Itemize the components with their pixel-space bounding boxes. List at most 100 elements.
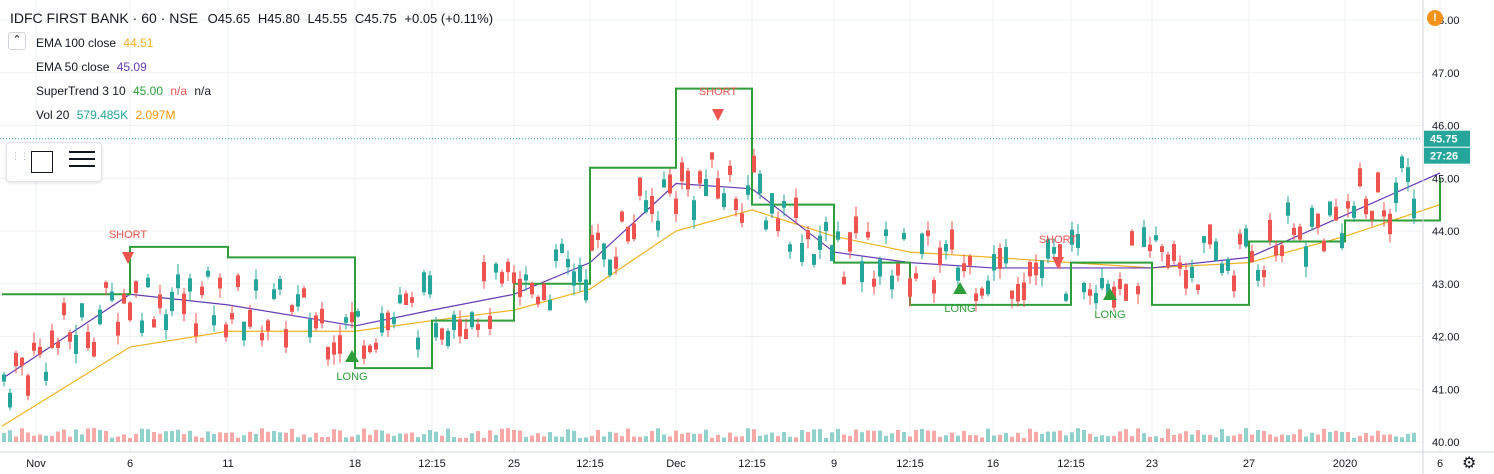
candle-body [80, 303, 84, 318]
volume-bar [728, 432, 732, 442]
indicator-ema100[interactable]: EMA 100 close 44.51 [10, 31, 493, 55]
volume-bar [1244, 428, 1248, 442]
volume-bar [950, 432, 954, 442]
candle-body [1256, 269, 1260, 281]
candle-body [860, 261, 864, 283]
candle-body [1346, 201, 1350, 209]
volume-bar [998, 434, 1002, 442]
volume-bar [212, 434, 216, 442]
volume-bar [500, 428, 504, 442]
chevron-up-icon[interactable]: ⌃ [8, 32, 26, 50]
open-value: O45.65 [207, 11, 251, 26]
candle-body [704, 179, 708, 196]
indicator-supertrend[interactable]: SuperTrend 3 10 45.00 n/a n/a [10, 79, 493, 103]
volume-bar [1094, 436, 1098, 442]
candle-body [956, 267, 960, 281]
candle-body [800, 243, 804, 263]
candle-body [680, 162, 684, 182]
candle-body [482, 262, 486, 282]
high-value: H45.80 [257, 11, 300, 26]
long-arrow-icon [1103, 288, 1117, 300]
candle-body [452, 314, 456, 330]
candle-body [854, 216, 858, 234]
rectangle-tool-icon[interactable] [31, 151, 53, 173]
candle-body [332, 342, 336, 355]
volume-bar [1412, 432, 1416, 442]
price-tick-label: 45.00 [1432, 173, 1460, 185]
time-tick-label: 6 [127, 458, 133, 470]
candle-body [164, 314, 168, 331]
candle-body [734, 198, 738, 211]
candle-body [158, 294, 162, 309]
candle-body [524, 274, 528, 281]
candle-body [566, 258, 570, 268]
candle-body [458, 319, 462, 337]
volume-bar [818, 429, 822, 442]
volume-bar [1100, 435, 1104, 442]
candle-body [1142, 227, 1146, 247]
candle-body [1328, 201, 1332, 216]
volume-bar [944, 435, 948, 442]
candle-body [98, 309, 102, 325]
candle-body [134, 281, 138, 293]
candle-body [1190, 266, 1194, 279]
indicator-volume[interactable]: Vol 20 579.485K 2.097M [10, 103, 493, 127]
volume-bar [1220, 428, 1224, 442]
volume-bar [1286, 434, 1290, 442]
long-signal-label: LONG [944, 303, 975, 315]
warning-icon[interactable]: ! [1427, 10, 1443, 26]
gear-icon[interactable]: ⚙ [1462, 455, 1477, 472]
candle-body [122, 293, 126, 304]
volume-bar [1256, 429, 1260, 442]
candle-body [1274, 245, 1278, 256]
candle-body [1298, 226, 1302, 240]
candlesticks [2, 148, 1416, 411]
time-tick-label: 12:15 [576, 458, 604, 470]
price-tick-label: 41.00 [1432, 384, 1460, 396]
candle-body [212, 315, 216, 326]
candle-body [488, 315, 492, 329]
volume-bar [830, 432, 834, 442]
volume-bar [908, 436, 912, 442]
drag-handle-icon[interactable]: ⋮⋮ [11, 151, 29, 161]
candle-body [1382, 210, 1386, 217]
volume-bar [488, 430, 492, 442]
volume-bar [1064, 435, 1068, 442]
volume-bar [80, 434, 84, 442]
symbol-title[interactable]: IDFC FIRST BANK · 60 · NSE [10, 10, 198, 26]
volume-bar [1334, 430, 1338, 442]
candle-body [1352, 205, 1356, 218]
candle-body [902, 232, 906, 240]
volume-bar [1328, 431, 1332, 442]
volume-bar [182, 434, 186, 442]
volume-bar [548, 431, 552, 442]
candle-body [1226, 259, 1230, 271]
text-lines-tool-icon[interactable] [69, 151, 95, 171]
volume-bar [1250, 434, 1254, 442]
candle-body [926, 230, 930, 237]
volume-bar [1346, 432, 1350, 442]
candle-body [950, 229, 954, 250]
candle-body [32, 342, 36, 351]
volume-bar [530, 435, 534, 442]
candle-body [1304, 246, 1308, 267]
volume-bar [974, 435, 978, 442]
candle-body [782, 201, 786, 208]
short-arrow-icon [712, 109, 724, 121]
candle-body [1262, 270, 1266, 278]
volume-bar [1394, 436, 1398, 442]
volume-bar [1382, 434, 1386, 442]
volume-bar [626, 428, 630, 442]
candle-body [152, 319, 156, 328]
candle-body [1268, 219, 1272, 241]
candle-body [980, 288, 984, 296]
volume-bar [104, 431, 108, 442]
volume-bar [812, 429, 816, 442]
candle-body [698, 171, 702, 184]
indicator-ema50[interactable]: EMA 50 close 45.09 [10, 55, 493, 79]
candle-body [1172, 244, 1176, 261]
candle-body [272, 289, 276, 299]
volume-bar [218, 432, 222, 442]
time-tick-label: 2020 [1333, 458, 1357, 470]
